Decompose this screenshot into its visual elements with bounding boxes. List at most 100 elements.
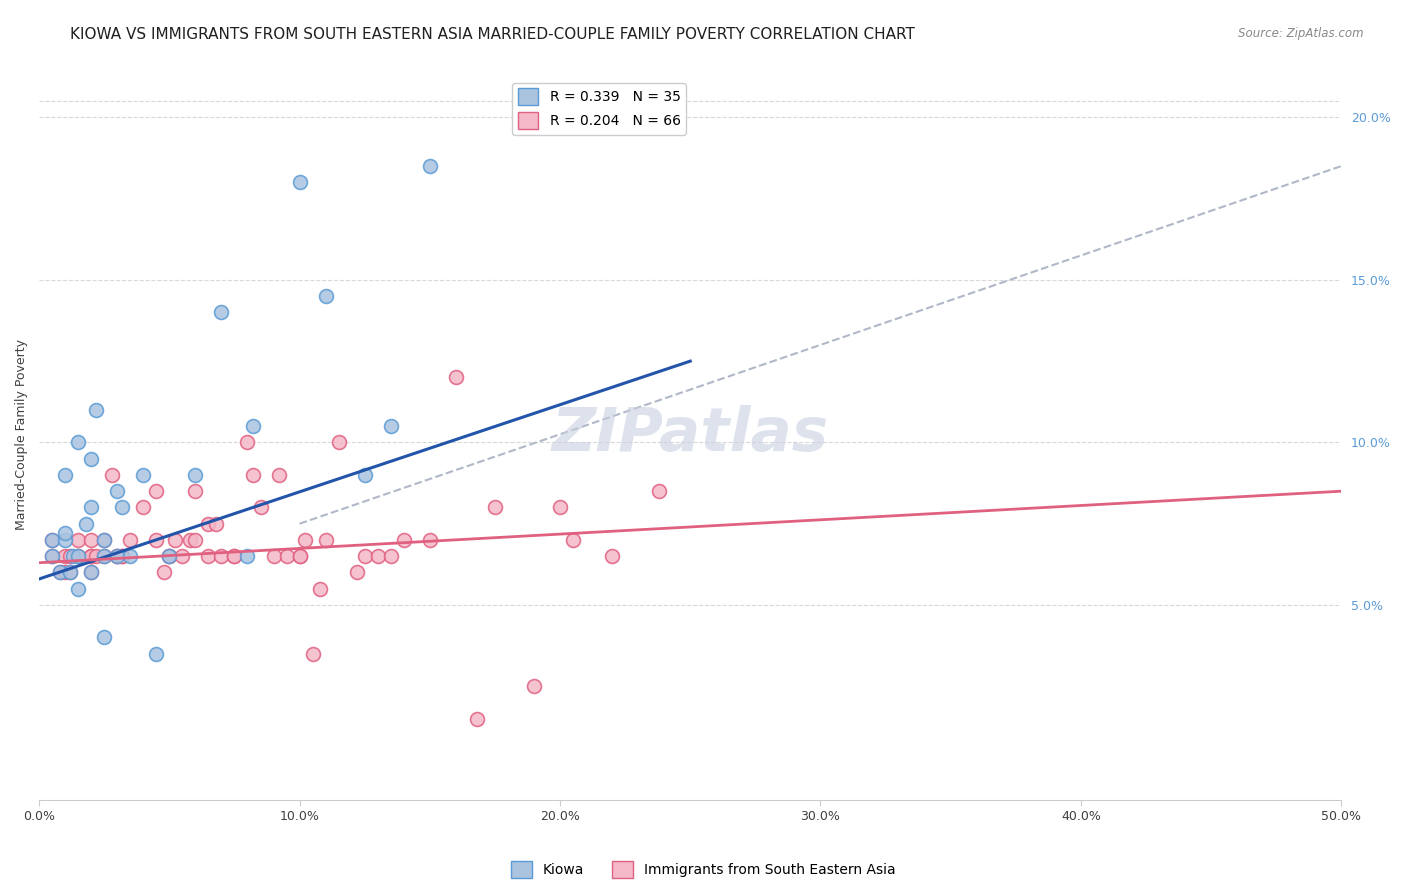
Point xyxy=(242,419,264,434)
Point xyxy=(86,549,108,564)
Point xyxy=(465,712,488,726)
Point xyxy=(41,549,63,564)
Point xyxy=(105,549,128,564)
Point xyxy=(267,467,290,482)
Point xyxy=(184,467,207,482)
Point xyxy=(80,566,103,580)
Point xyxy=(105,549,128,564)
Point xyxy=(328,435,350,450)
Point xyxy=(105,549,128,564)
Point xyxy=(80,549,103,564)
Point xyxy=(184,533,207,547)
Point xyxy=(111,549,134,564)
Point xyxy=(419,533,441,547)
Point xyxy=(80,500,103,515)
Point xyxy=(209,305,232,319)
Point xyxy=(205,516,228,531)
Point xyxy=(236,435,259,450)
Point xyxy=(80,566,103,580)
Point xyxy=(62,549,84,564)
Point xyxy=(41,533,63,547)
Point xyxy=(101,467,124,482)
Point xyxy=(111,500,134,515)
Point xyxy=(392,533,415,547)
Point xyxy=(75,516,97,531)
Point xyxy=(59,566,82,580)
Point xyxy=(67,549,90,564)
Point xyxy=(157,549,180,564)
Point xyxy=(242,467,264,482)
Point xyxy=(172,549,194,564)
Point xyxy=(93,549,115,564)
Point xyxy=(157,549,180,564)
Point xyxy=(353,549,375,564)
Point xyxy=(53,526,76,541)
Point xyxy=(197,549,219,564)
Point xyxy=(49,566,72,580)
Point xyxy=(157,549,180,564)
Point xyxy=(367,549,389,564)
Point xyxy=(301,647,323,661)
Point xyxy=(67,533,90,547)
Point xyxy=(86,403,108,417)
Point xyxy=(224,549,246,564)
Point xyxy=(523,679,546,693)
Point xyxy=(184,484,207,499)
Point xyxy=(93,549,115,564)
Point xyxy=(132,467,155,482)
Point xyxy=(67,582,90,596)
Point xyxy=(41,549,63,564)
Point xyxy=(276,549,298,564)
Text: ZIPatlas: ZIPatlas xyxy=(551,405,828,464)
Point xyxy=(105,484,128,499)
Point xyxy=(288,175,311,189)
Point xyxy=(236,549,259,564)
Point xyxy=(59,566,82,580)
Point xyxy=(67,549,90,564)
Point xyxy=(93,631,115,645)
Point xyxy=(224,549,246,564)
Point xyxy=(315,289,337,303)
Point xyxy=(93,533,115,547)
Point xyxy=(93,533,115,547)
Legend: R = 0.339   N = 35, R = 0.204   N = 66: R = 0.339 N = 35, R = 0.204 N = 66 xyxy=(512,83,686,135)
Point xyxy=(163,533,186,547)
Point xyxy=(353,467,375,482)
Y-axis label: Married-Couple Family Poverty: Married-Couple Family Poverty xyxy=(15,339,28,530)
Point xyxy=(120,549,142,564)
Point xyxy=(484,500,506,515)
Point xyxy=(80,549,103,564)
Point xyxy=(380,419,402,434)
Point xyxy=(600,549,623,564)
Point xyxy=(111,549,134,564)
Point xyxy=(197,516,219,531)
Point xyxy=(59,549,82,564)
Point xyxy=(249,500,271,515)
Point xyxy=(309,582,332,596)
Text: Source: ZipAtlas.com: Source: ZipAtlas.com xyxy=(1239,27,1364,40)
Point xyxy=(444,370,467,384)
Point xyxy=(41,533,63,547)
Point xyxy=(145,533,167,547)
Point xyxy=(80,533,103,547)
Point xyxy=(132,500,155,515)
Point xyxy=(53,549,76,564)
Legend: Kiowa, Immigrants from South Eastern Asia: Kiowa, Immigrants from South Eastern Asi… xyxy=(505,855,901,883)
Point xyxy=(648,484,671,499)
Point xyxy=(53,566,76,580)
Point xyxy=(145,484,167,499)
Point xyxy=(346,566,368,580)
Point xyxy=(548,500,571,515)
Point xyxy=(67,435,90,450)
Point xyxy=(179,533,201,547)
Point xyxy=(263,549,285,564)
Point xyxy=(315,533,337,547)
Point xyxy=(53,533,76,547)
Point xyxy=(49,566,72,580)
Point xyxy=(80,451,103,466)
Point xyxy=(53,467,76,482)
Point xyxy=(288,549,311,564)
Point xyxy=(294,533,316,547)
Point xyxy=(153,566,176,580)
Point xyxy=(209,549,232,564)
